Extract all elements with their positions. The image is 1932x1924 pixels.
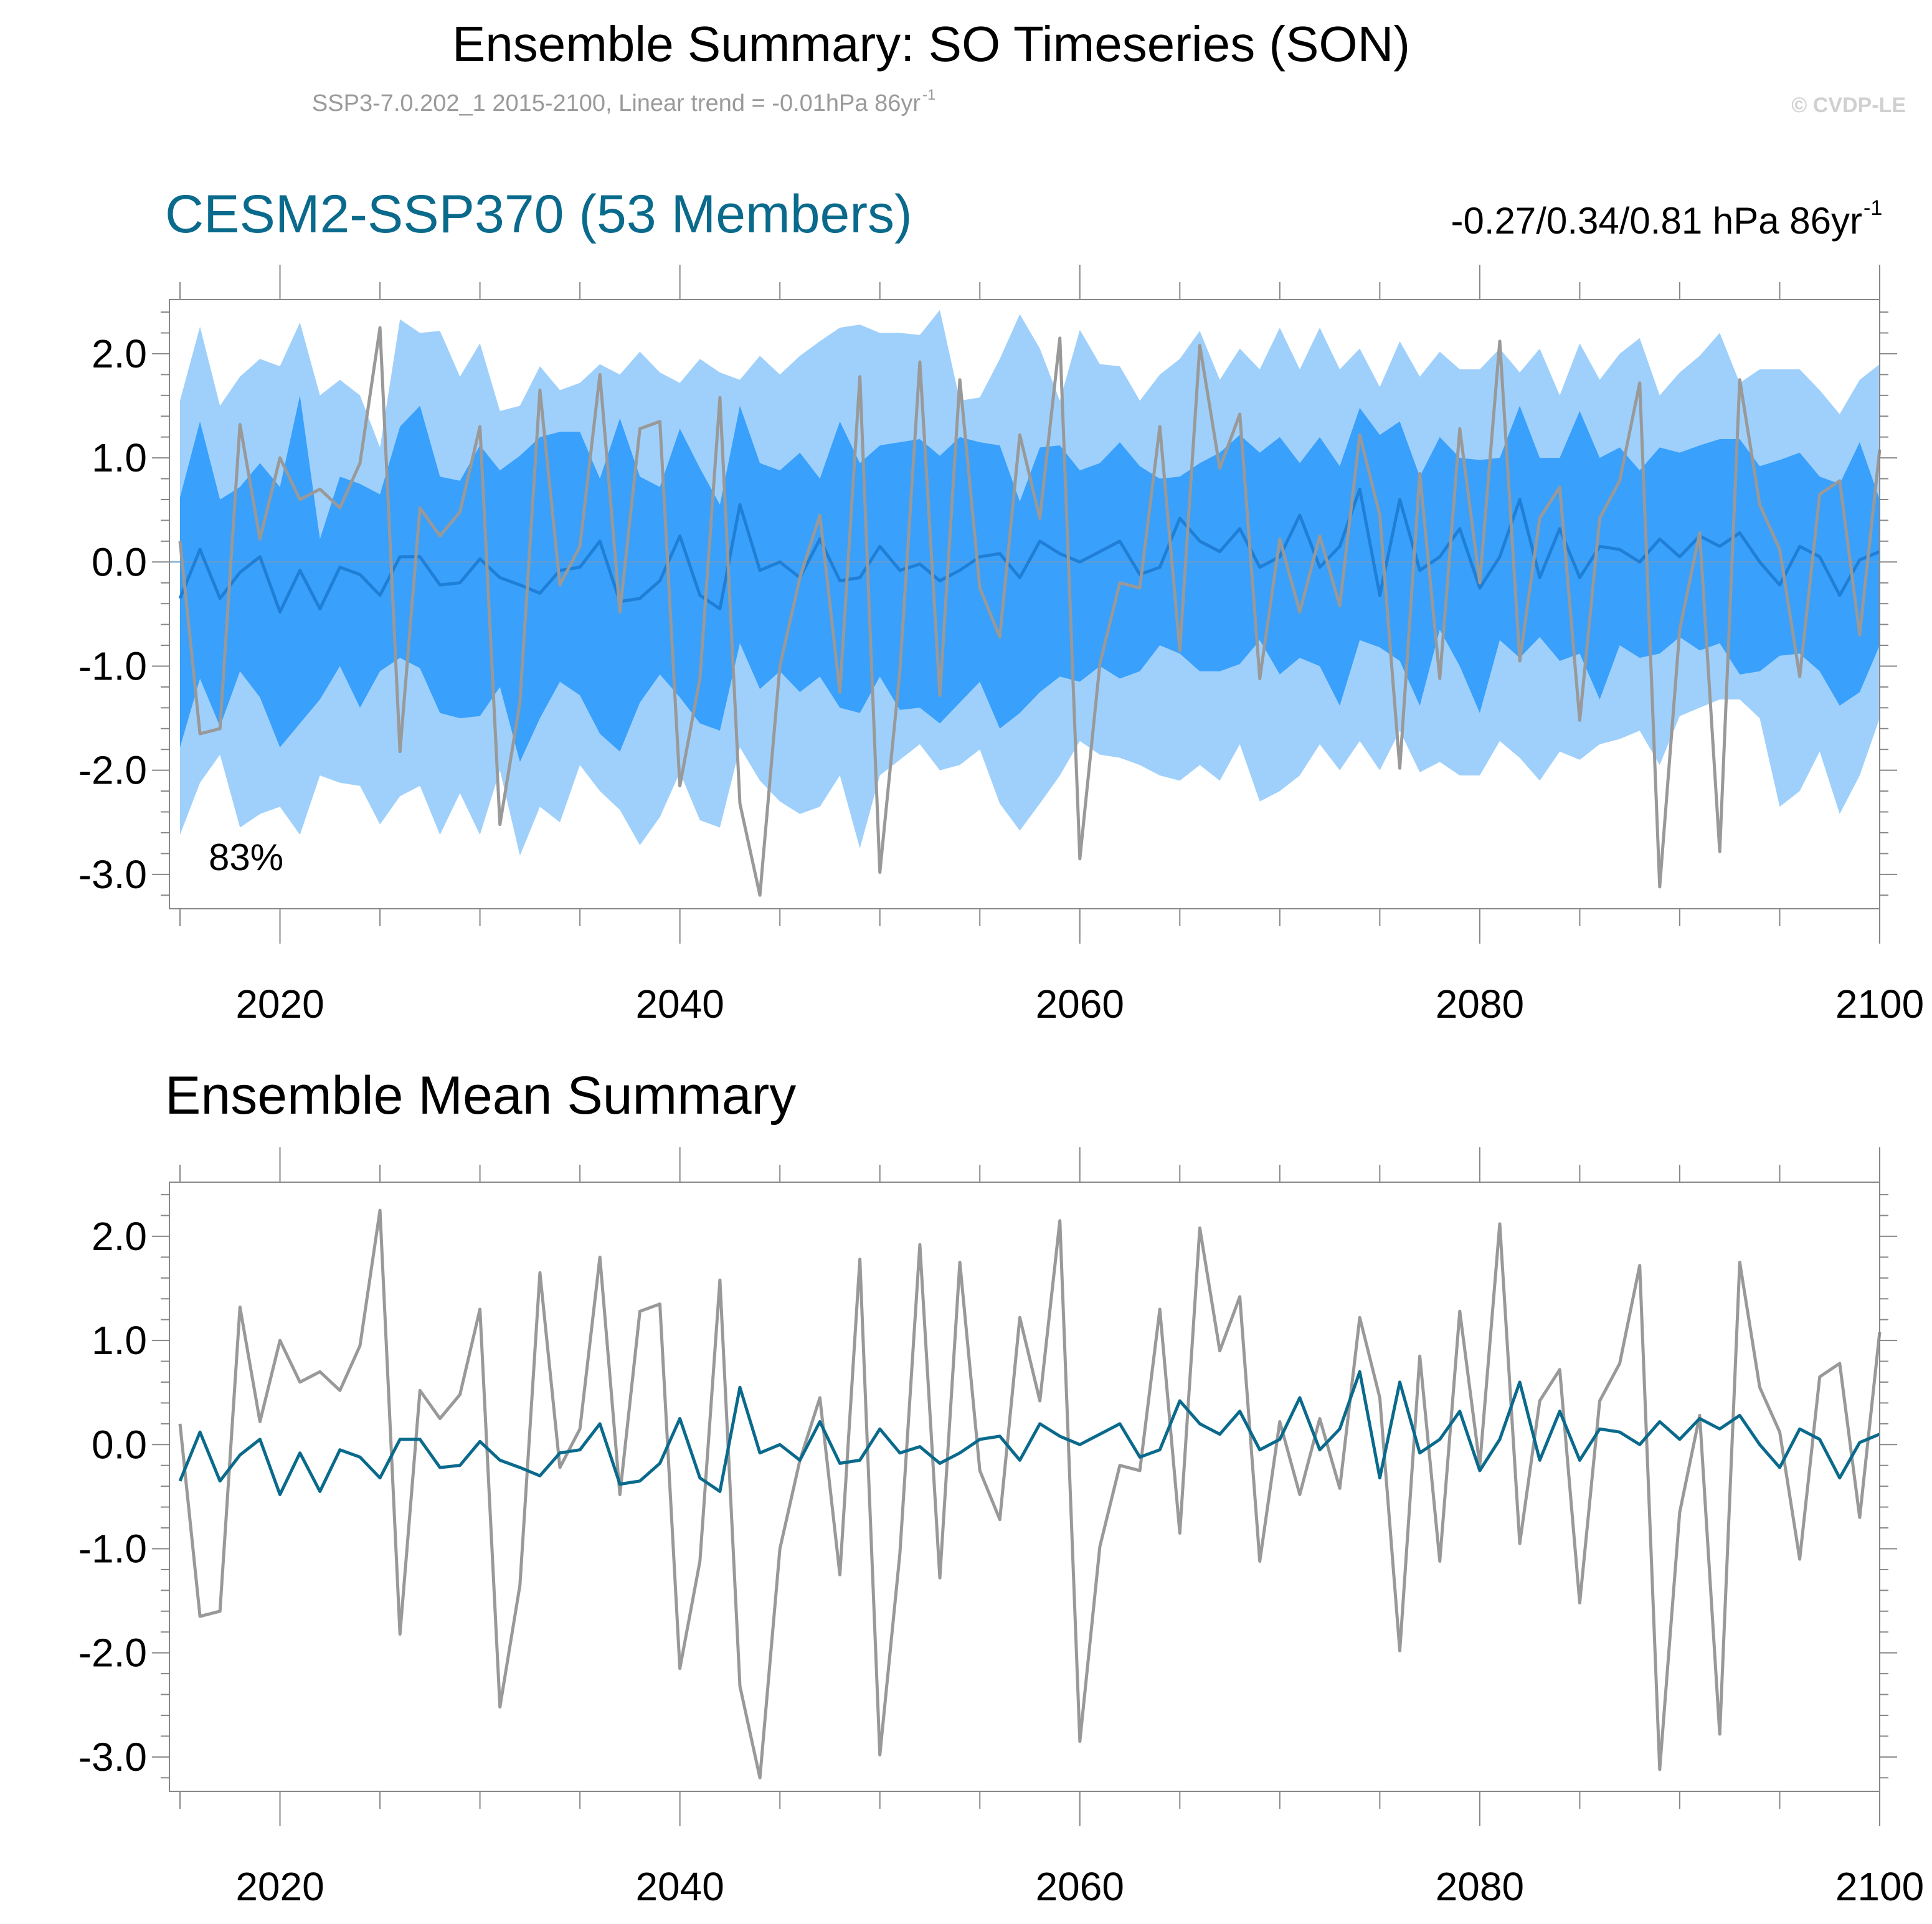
bottom-ensemble-mean-line [178, 1370, 1880, 1496]
bottom-plot-frame [169, 1182, 1880, 1792]
top-y-tick-label: -1.0 [78, 643, 147, 688]
top-axes: 2.0 1.0 0.0 -1.0 -2.0 -3.0 2020 2040 2060 2080 210… [78, 265, 1924, 1026]
copyright-label: © CVDP-LE [1791, 93, 1906, 117]
top-x-tick-label: 2100 [1835, 982, 1924, 1026]
bottom-y-tick-label: 0.0 [92, 1422, 147, 1467]
top-y-tick-label: -3.0 [78, 852, 147, 897]
bottom-y-tick-label: -1.0 [78, 1526, 147, 1571]
top-y-tick-label: 1.0 [92, 435, 147, 480]
top-panel-title: CESM2-SSP370 (53 Members) [165, 184, 912, 244]
bottom-x-tick-label: 2020 [235, 1864, 324, 1909]
bottom-axes: 2.0 1.0 0.0 -1.0 -2.0 -3.0 2020 2040 2060 2080 210… [78, 1147, 1924, 1909]
top-panel-percent-label: 83% [209, 836, 283, 878]
top-panel-stats: -0.27/0.34/0.81 hPa 86yr [1451, 200, 1862, 242]
bottom-y-tick-label: -2.0 [78, 1631, 147, 1675]
bottom-observations-line [178, 1208, 1882, 1779]
top-panel-stats-superscript: -1 [1863, 196, 1882, 220]
top-y-tick-label: 0.0 [92, 539, 147, 584]
bottom-x-tick-label: 2100 [1835, 1864, 1924, 1909]
bottom-y-tick-label: 1.0 [92, 1318, 147, 1363]
bottom-x-tick-label: 2040 [635, 1864, 724, 1909]
bottom-x-tick-label: 2060 [1036, 1864, 1124, 1909]
top-x-tick-label: 2040 [635, 982, 724, 1026]
top-observations-line [178, 326, 1882, 897]
top-series-lines [169, 326, 1882, 897]
figure-subtitle: SSP3-7.0.202_1 2015-2100, Linear trend =… [312, 90, 921, 116]
top-y-tick-label: -2.0 [78, 748, 147, 793]
bottom-series-lines [178, 1208, 1882, 1779]
figure-title: Ensemble Summary: SO Timeseries (SON) [452, 16, 1410, 72]
top-y-tick-label: 2.0 [92, 331, 147, 376]
top-ensemble-bands [180, 310, 1880, 856]
bottom-y-tick-label: 2.0 [92, 1214, 147, 1259]
bottom-x-tick-label: 2080 [1436, 1864, 1524, 1909]
top-x-tick-label: 2060 [1036, 982, 1124, 1026]
top-x-tick-label: 2080 [1436, 982, 1524, 1026]
figure-subtitle-superscript: -1 [922, 87, 935, 103]
bottom-panel-title: Ensemble Mean Summary [165, 1066, 796, 1125]
bottom-y-tick-label: -3.0 [78, 1735, 147, 1779]
top-x-tick-label: 2020 [235, 982, 324, 1026]
